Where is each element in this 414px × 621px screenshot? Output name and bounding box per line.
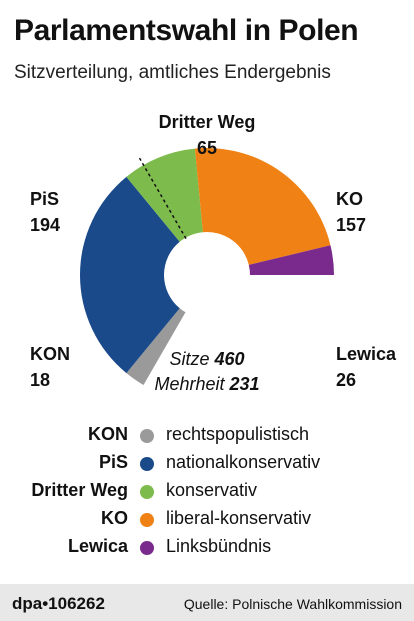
legend-item-dritter-weg: Dritter Weg konservativ <box>0 480 414 506</box>
seat-count-lewica: 26 <box>336 370 356 390</box>
legend-dot-icon <box>140 429 154 443</box>
majority-seats-label: Mehrheit <box>154 374 229 394</box>
legend-key: PiS <box>98 452 128 472</box>
party-label-dritter-weg: Dritter Weg <box>159 112 256 132</box>
seat-count-dritter-weg: 65 <box>197 138 217 158</box>
chart-subtitle: Sitzverteilung, amtliches Endergebnis <box>14 62 331 83</box>
seat-segment-pis <box>80 176 180 374</box>
seat-count-pis: 194 <box>30 215 60 235</box>
legend-key: Dritter Weg <box>31 480 128 500</box>
legend-item-lewica: Lewica Linksbündnis <box>0 536 414 562</box>
legend-key: KON <box>88 424 128 444</box>
majority-seats-value: 231 <box>229 374 260 394</box>
party-label-kon: KON <box>30 344 70 364</box>
majority-seats: Mehrheit 231 <box>154 374 259 394</box>
legend-key: KO <box>101 508 128 528</box>
legend-dot-icon <box>140 513 154 527</box>
total-seats-value: 460 <box>213 349 244 369</box>
legend-dot-icon <box>140 541 154 555</box>
seat-segment-ko <box>194 148 331 265</box>
party-label-lewica: Lewica <box>336 344 397 364</box>
legend-desc: konservativ <box>166 480 258 500</box>
party-label-ko: KO <box>336 189 363 209</box>
party-label-pis: PiS <box>30 189 59 209</box>
total-seats: Sitze 460 <box>169 349 244 369</box>
total-seats-label: Sitze <box>169 349 214 369</box>
seat-segment-dritter-weg <box>126 148 203 242</box>
legend-dot-icon <box>140 457 154 471</box>
seat-count-ko: 157 <box>336 215 366 235</box>
seat-segment-lewica <box>248 245 334 275</box>
legend-item-pis: PiS nationalkonservativ <box>0 452 414 478</box>
legend-key: Lewica <box>67 536 128 556</box>
majority-line <box>138 157 188 240</box>
source-note: Quelle: Polnische Wahlkommission <box>183 596 402 612</box>
chart-title: Parlamentswahl in Polen <box>14 14 359 47</box>
legend-desc: liberal-konservativ <box>166 508 312 528</box>
seat-distribution-chart: KON 18 PiS 194 Dritter Weg 65 KO 157 Lewica 26 Sit… <box>30 112 397 394</box>
seat-count-kon: 18 <box>30 370 50 390</box>
legend-desc: rechtspopulistisch <box>166 424 310 444</box>
seat-segment-kon <box>126 308 186 385</box>
legend-item-kon: KON rechtspopulistisch <box>0 424 414 450</box>
footer: dpa•106262 Quelle: Polnische Wahlkommiss… <box>0 584 414 621</box>
legend-dot-icon <box>140 485 154 499</box>
legend-desc: nationalkonservativ <box>166 452 321 472</box>
dpa-credit: dpa•106262 <box>12 594 105 613</box>
legend-item-ko: KO liberal-konservativ <box>0 508 414 534</box>
legend-desc: Linksbündnis <box>166 536 272 556</box>
